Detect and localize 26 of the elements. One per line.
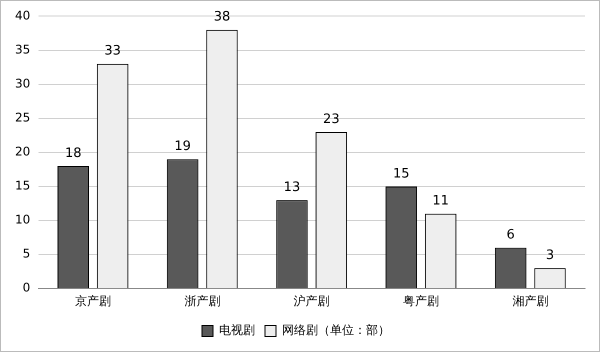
- y-tick-label: 0: [22, 280, 30, 295]
- y-tick-label: 35: [14, 42, 30, 56]
- x-tick-label: 京产剧: [74, 294, 111, 308]
- y-tick-label: 5: [22, 246, 30, 261]
- data-label: 13: [284, 180, 300, 195]
- data-label: 38: [214, 10, 230, 25]
- y-tick-label: 15: [14, 178, 30, 193]
- data-label: 11: [432, 194, 449, 209]
- data-label: 6: [506, 228, 515, 243]
- data-label: 19: [174, 139, 191, 154]
- y-tick-label: 10: [14, 212, 30, 227]
- y-tick-label: 40: [14, 8, 30, 22]
- y-tick-label: 20: [14, 144, 30, 159]
- y-tick-label: 25: [14, 110, 30, 124]
- x-tick-label: 粤产剧: [402, 294, 439, 308]
- y-tick-label: 30: [14, 76, 30, 90]
- x-tick-label: 湘产剧: [512, 294, 548, 308]
- data-label: 18: [64, 146, 82, 161]
- data-label: 15: [393, 166, 410, 182]
- x-tick-label: 浙产剧: [184, 294, 220, 308]
- x-tick-label: 沪产剧: [294, 294, 330, 308]
- legend-label: 电视剧: [219, 323, 255, 338]
- data-label: 33: [104, 44, 121, 59]
- data-label: 3: [546, 248, 554, 264]
- data-label: 23: [323, 112, 340, 127]
- legend-label: 网络剧（单位：部）: [282, 323, 390, 338]
